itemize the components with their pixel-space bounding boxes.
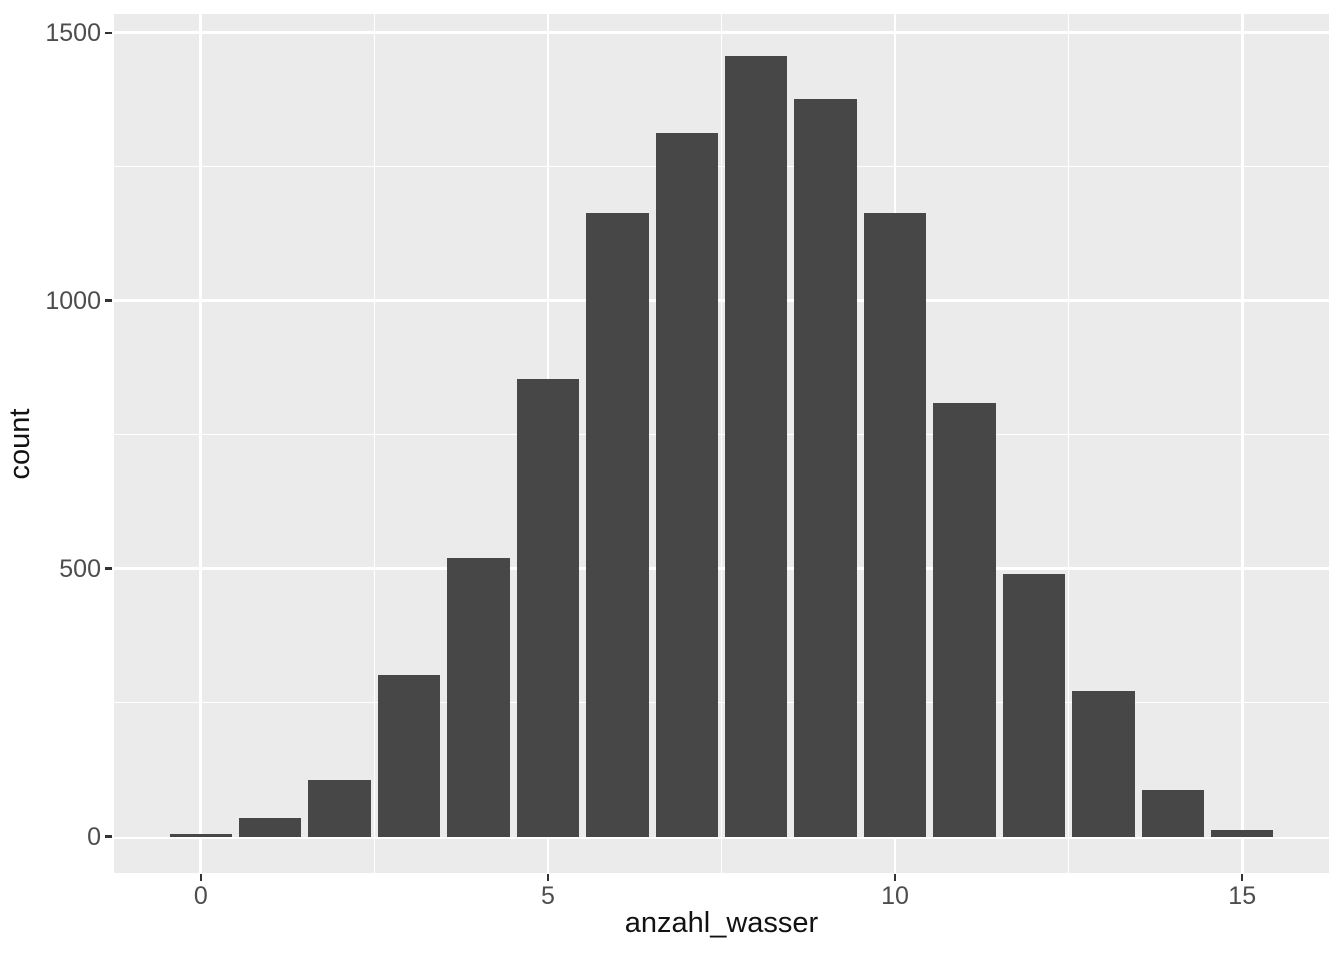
x-major-gridline [1240, 14, 1244, 873]
y-axis-tick [105, 299, 112, 302]
x-tick-label: 15 [1228, 882, 1257, 910]
y-tick-label: 1000 [45, 286, 101, 315]
histogram-bar [169, 834, 233, 837]
x-axis-tick [1240, 874, 1244, 881]
histogram-bar [933, 403, 996, 837]
y-major-gridline [114, 836, 1329, 840]
histogram-bar [1072, 691, 1135, 837]
y-major-gridline [114, 567, 1329, 571]
histogram-bar [1002, 573, 1066, 837]
y-axis-tick [105, 567, 112, 570]
histogram-bar [238, 818, 302, 837]
x-axis-tick [546, 874, 550, 881]
histogram-bar [655, 132, 719, 837]
histogram-bar [586, 213, 649, 837]
x-tick-label: 0 [193, 882, 208, 910]
histogram-bar [516, 378, 580, 837]
x-axis-tick [199, 874, 203, 881]
histogram-bar [447, 558, 510, 837]
histogram-bar [308, 779, 371, 837]
histogram-bar [794, 98, 857, 837]
y-major-gridline [114, 31, 1329, 35]
plot-panel [114, 14, 1329, 873]
x-axis-title: anzahl_wasser [624, 907, 819, 939]
y-axis-tick [105, 31, 112, 34]
x-major-gridline [199, 14, 203, 873]
x-minor-gridline [720, 14, 723, 873]
histogram-bar [1210, 830, 1274, 837]
x-minor-gridline [1067, 14, 1070, 873]
y-tick-label: 1500 [45, 18, 101, 47]
y-axis-tick [105, 835, 112, 838]
y-tick-label: 0 [87, 822, 101, 851]
x-tick-label: 10 [881, 882, 909, 910]
histogram-bar [724, 55, 788, 837]
y-tick-label: 500 [59, 554, 101, 583]
y-major-gridline [114, 299, 1329, 303]
x-minor-gridline [373, 14, 376, 873]
x-axis-tick [893, 874, 897, 881]
histogram-bar [377, 674, 441, 837]
histogram-bar [1141, 789, 1205, 837]
histogram-bar [863, 213, 927, 837]
x-tick-label: 5 [540, 882, 555, 910]
y-axis-title: count [4, 408, 36, 480]
